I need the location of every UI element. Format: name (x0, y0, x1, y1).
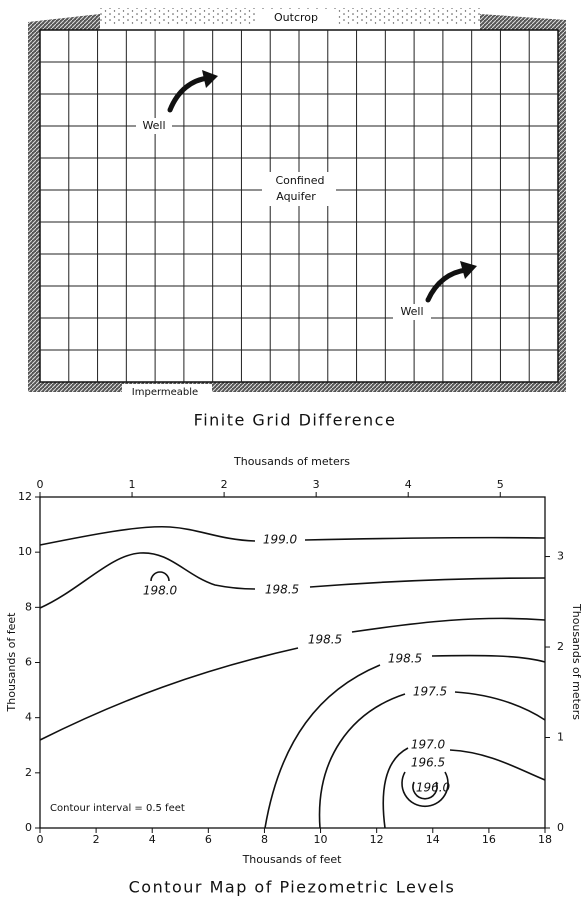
contour-line (39, 617, 546, 741)
tick-label: 3 (557, 550, 564, 563)
tick-label: 2 (25, 766, 32, 779)
tick-label: 6 (25, 656, 32, 669)
tick-label: 16 (482, 833, 496, 846)
contour-line (264, 654, 546, 829)
tick-label: 12 (18, 490, 32, 503)
tick-label: 1 (557, 731, 564, 744)
contour-line (39, 525, 546, 546)
contour-line (412, 781, 438, 800)
aquifer-label: Confined (275, 174, 324, 187)
tick-label: 2 (557, 640, 564, 653)
contour-line (150, 571, 170, 582)
tick-label: 4 (149, 833, 156, 846)
tick-label: 0 (37, 833, 44, 846)
tick-label: 14 (426, 833, 440, 846)
figure-title: Finite Grid Difference (194, 411, 397, 430)
tick-label: 4 (25, 711, 32, 724)
well-label: Well (142, 119, 165, 132)
tick-label: 2 (93, 833, 100, 846)
tick-label: 0 (37, 478, 44, 491)
tick-label: 0 (557, 821, 564, 834)
contour-label: 197.0 (411, 738, 446, 752)
contour-label: 198.5 (265, 583, 299, 597)
contour-label: 198.5 (388, 652, 422, 666)
axis-title: Thousands of feet (5, 612, 18, 713)
tick-label: 5 (497, 478, 504, 491)
contour-line (318, 691, 546, 829)
contour-line (382, 747, 546, 829)
contour-map: Contour interval = 0.5 feet Contour Map … (39, 496, 546, 897)
tick-label: 0 (25, 821, 32, 834)
contour-label: 198.5 (308, 633, 342, 647)
contour-label: 196.5 (411, 756, 445, 770)
tick-label: 18 (538, 833, 552, 846)
figure-title: Contour Map of Piezometric Levels (129, 878, 456, 897)
contour-line (401, 771, 449, 808)
well-arrow (425, 267, 467, 302)
tick-label: 3 (313, 478, 320, 491)
grid-figure: Outcrop Well Confined Aquifer Well Imper… (28, 8, 566, 430)
well-label: Well (400, 305, 423, 318)
tick-label: 10 (18, 545, 32, 558)
aquifer-label: Aquifer (276, 190, 316, 203)
contour-label: 196.0 (416, 781, 451, 795)
tick-label: 6 (205, 833, 212, 846)
contour-label: 199.0 (263, 533, 298, 547)
tick-label: 8 (25, 600, 32, 613)
note: Contour interval = 0.5 feet (50, 803, 185, 814)
impermeable-label: Impermeable (132, 387, 198, 398)
contour-label: 197.5 (413, 685, 447, 699)
axis-title: Thousands of feet (242, 853, 343, 866)
tick-label: 1 (129, 478, 136, 491)
contour-label: 198.0 (143, 584, 178, 598)
tick-label: 8 (261, 833, 268, 846)
tick-label: 12 (370, 833, 384, 846)
outcrop-label: Outcrop (274, 11, 318, 24)
tick-label: 4 (405, 478, 412, 491)
tick-label: 10 (314, 833, 328, 846)
plot-frame (39, 496, 546, 829)
contour-line (39, 552, 546, 609)
axis-title: Thousands of meters (570, 603, 583, 720)
axis-title: Thousands of meters (233, 455, 350, 468)
tick-label: 2 (221, 478, 228, 491)
